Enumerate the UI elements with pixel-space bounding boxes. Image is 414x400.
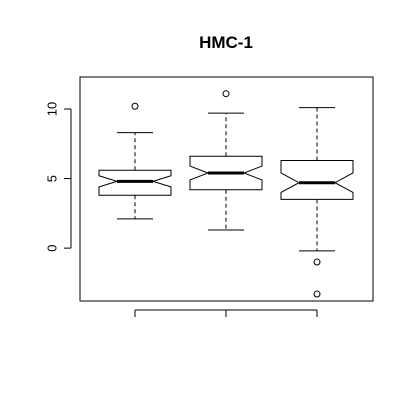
y-tick-label: 10: [45, 102, 60, 116]
outlier-point: [131, 102, 139, 110]
outlier-point: [222, 90, 230, 98]
box-group: [98, 90, 354, 298]
y-axis: 0 5 10: [45, 102, 72, 252]
plot-frame: [79, 76, 374, 302]
box-2: [189, 90, 263, 231]
x-axis: [134, 309, 318, 317]
chart-title: HMC-1: [199, 33, 253, 52]
box-3: [280, 107, 354, 298]
notched-box: [280, 159, 354, 200]
y-tick-label: 5: [45, 175, 60, 182]
y-tick-label: 0: [45, 245, 60, 252]
outlier-point: [313, 290, 321, 298]
outlier-point: [313, 258, 321, 266]
box-1: [98, 102, 172, 220]
